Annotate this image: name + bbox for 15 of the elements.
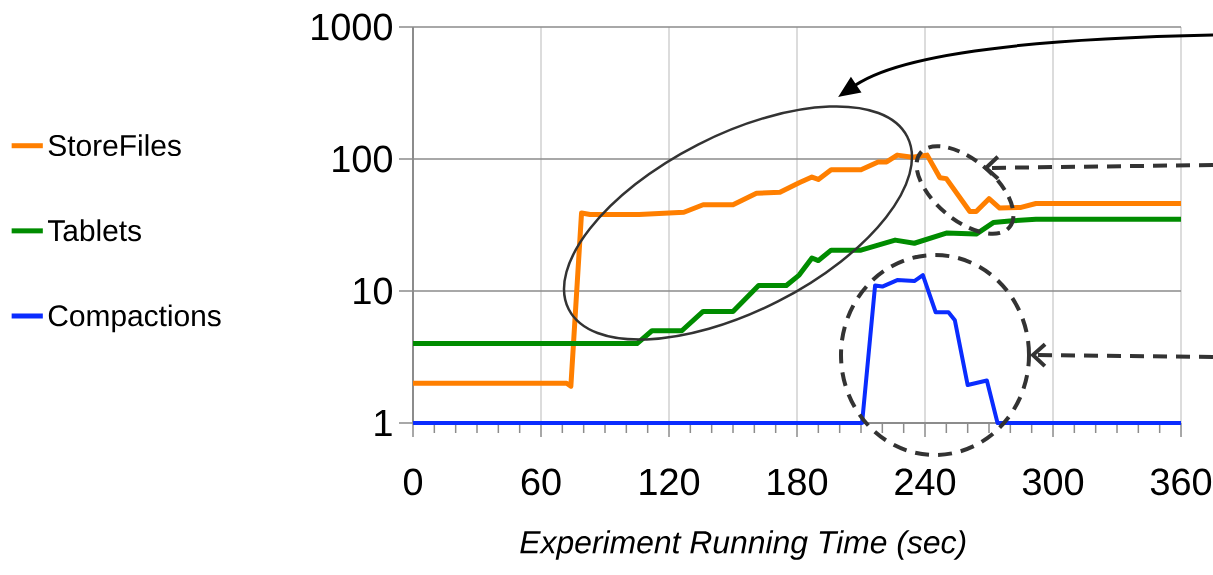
y-tick-label: 1000 — [312, 13, 392, 41]
y-tick-label: 1 — [375, 409, 392, 437]
legend-label: Tablets — [47, 219, 141, 242]
legend-label: StoreFiles — [48, 134, 181, 157]
x-tick-label: 0 — [403, 468, 423, 496]
x-tick-label: 60 — [521, 468, 561, 496]
x-tick-label: 120 — [640, 468, 700, 496]
y-tick-label: 10 — [354, 277, 392, 305]
x-tick-label: 360 — [1150, 468, 1212, 496]
x-tick-label: 240 — [895, 468, 956, 496]
x-tick-label: 300 — [1022, 468, 1084, 496]
x-axis-title: Experiment Running Time (sec) — [520, 530, 966, 560]
y-tick-label: 100 — [333, 145, 392, 173]
x-tick-label: 180 — [768, 468, 828, 496]
legend-label: Compactions — [48, 304, 221, 333]
